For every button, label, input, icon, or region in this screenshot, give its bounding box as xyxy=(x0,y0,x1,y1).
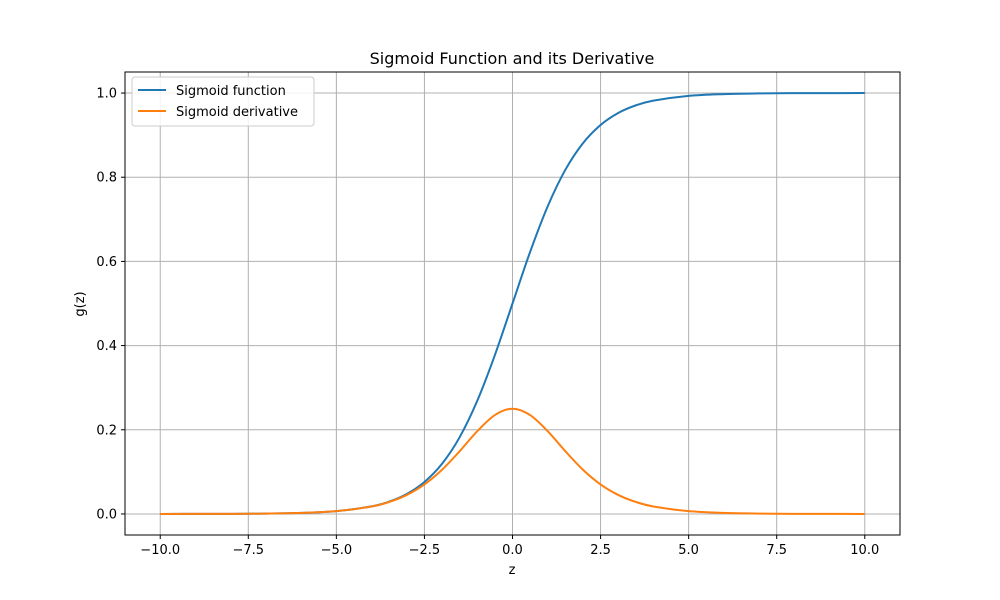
y-tick-label: 0.2 xyxy=(96,423,117,438)
y-axis-label: g(z) xyxy=(73,291,88,316)
chart-title: Sigmoid Function and its Derivative xyxy=(370,49,655,68)
x-axis-ticks: −10.0 −7.5 −5.0 −2.5 0.0 2.5 5.0 7.5 10.0 xyxy=(140,535,879,558)
series-line-sigmoid-derivative xyxy=(160,407,865,515)
x-axis-label: z xyxy=(509,563,516,578)
x-tick-label: −2.5 xyxy=(409,543,441,558)
x-tick-label: 2.5 xyxy=(590,543,611,558)
x-tick-label: 5.0 xyxy=(678,543,699,558)
x-tick-label: −7.5 xyxy=(233,543,265,558)
y-tick-label: 0.4 xyxy=(96,339,117,354)
legend-box xyxy=(131,76,315,127)
x-tick-label: 10.0 xyxy=(850,543,879,558)
legend-label-sigmoid-function: Sigmoid function xyxy=(176,84,286,99)
x-tick-label: −5.0 xyxy=(321,543,353,558)
y-axis-ticks: 0.0 0.2 0.4 0.6 0.8 1.0 xyxy=(96,87,125,522)
legend: Sigmoid function Sigmoid derivative xyxy=(131,76,315,127)
x-tick-label: 0.0 xyxy=(502,543,523,558)
x-tick-label: 7.5 xyxy=(766,543,787,558)
y-tick-label: 0.0 xyxy=(96,507,117,522)
x-tick-label: −10.0 xyxy=(140,543,180,558)
y-tick-label: 0.8 xyxy=(96,171,117,186)
series-layer xyxy=(160,92,865,515)
y-tick-label: 1.0 xyxy=(96,87,117,102)
legend-label-sigmoid-derivative: Sigmoid derivative xyxy=(176,105,298,120)
y-tick-label: 0.6 xyxy=(96,255,117,270)
